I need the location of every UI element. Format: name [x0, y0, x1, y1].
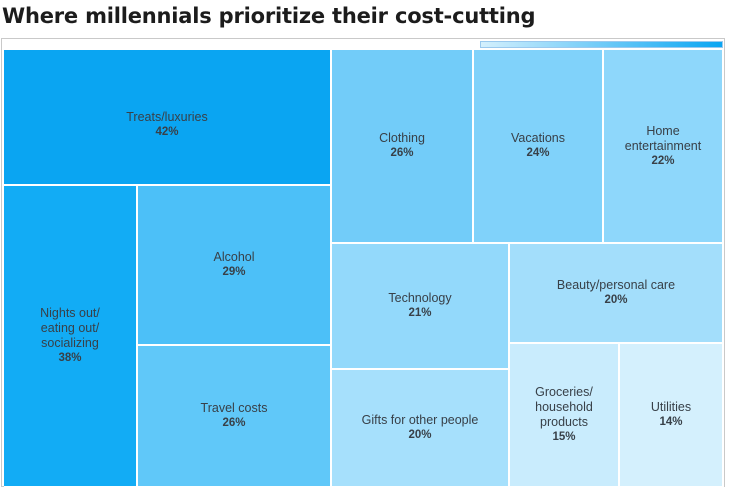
tile-text: Beauty/personal care 20%: [557, 278, 675, 308]
tile-text: Clothing 26%: [379, 131, 425, 161]
treemap-tile-nights-out-eating-out-socializing: Nights out/ eating out/ socializing 38%: [4, 186, 138, 488]
chart-title: Where millennials prioritize their cost-…: [2, 4, 536, 28]
treemap: Treats/luxuries 42% Nights out/ eating out…: [4, 50, 724, 488]
treemap-tile-utilities: Utilities 14%: [620, 344, 724, 488]
tile-value: 42%: [155, 126, 179, 138]
tile-text: Alcohol 29%: [214, 250, 255, 280]
tile-label: Beauty/personal care: [556, 278, 676, 292]
treemap-tile-home-entertainment: Home entertainment 22%: [604, 50, 724, 244]
tile-label: Clothing: [379, 131, 425, 145]
treemap-tile-alcohol: Alcohol 29%: [138, 186, 332, 346]
treemap-tile-treats-luxuries: Treats/luxuries 42%: [4, 50, 332, 186]
tile-text: Travel costs 26%: [201, 401, 268, 431]
tile-label: Vacations: [511, 131, 565, 145]
tile-value: 15%: [552, 431, 576, 443]
treemap-tile-groceries-household-products: Groceries/ household products 15%: [510, 344, 620, 488]
treemap-tile-travel-costs: Travel costs 26%: [138, 346, 332, 488]
tile-value: 14%: [659, 416, 683, 428]
tile-text: Vacations 24%: [511, 131, 565, 161]
tile-value: 29%: [222, 266, 246, 278]
tile-value: 22%: [651, 154, 675, 167]
treemap-tile-gifts-for-other-people: Gifts for other people 20%: [332, 370, 510, 488]
tile-text: Nights out/ eating out/ socializing 38%: [40, 306, 100, 366]
treemap-tile-technology: Technology 21%: [332, 244, 510, 370]
tile-label: Nights out/ eating out/ socializing: [40, 306, 100, 350]
tile-text: Technology 21%: [388, 291, 451, 321]
tile-label: Travel costs: [200, 401, 268, 415]
tile-text: Utilities 14%: [651, 400, 691, 430]
tile-label: Utilities: [650, 400, 692, 414]
tile-label: Gifts for other people: [361, 413, 479, 427]
treemap-tile-vacations: Vacations 24%: [474, 50, 604, 244]
tile-text: Gifts for other people 20%: [362, 413, 479, 443]
tile-label: Technology: [388, 291, 452, 305]
tile-value: 20%: [408, 429, 432, 441]
treemap-tile-beauty-personal-care: Beauty/personal care 20%: [510, 244, 724, 344]
tile-value: 20%: [604, 294, 628, 306]
tile-value: 21%: [408, 307, 432, 319]
tile-label: Home entertainment: [624, 123, 702, 153]
tile-value: 24%: [526, 147, 550, 159]
color-scale-legend: [480, 41, 723, 48]
tile-label: Groceries/ household products: [535, 385, 593, 429]
tile-value: 26%: [222, 417, 246, 429]
tile-label: Treats/luxuries: [126, 110, 208, 124]
tile-label: Alcohol: [213, 250, 255, 264]
tile-text: Home entertainment 22%: [625, 124, 701, 169]
tile-value: 26%: [390, 147, 414, 159]
tile-text: Groceries/ household products 15%: [535, 385, 593, 445]
tile-text: Treats/luxuries 42%: [126, 110, 208, 140]
treemap-tile-clothing: Clothing 26%: [332, 50, 474, 244]
tile-value: 38%: [58, 352, 82, 364]
